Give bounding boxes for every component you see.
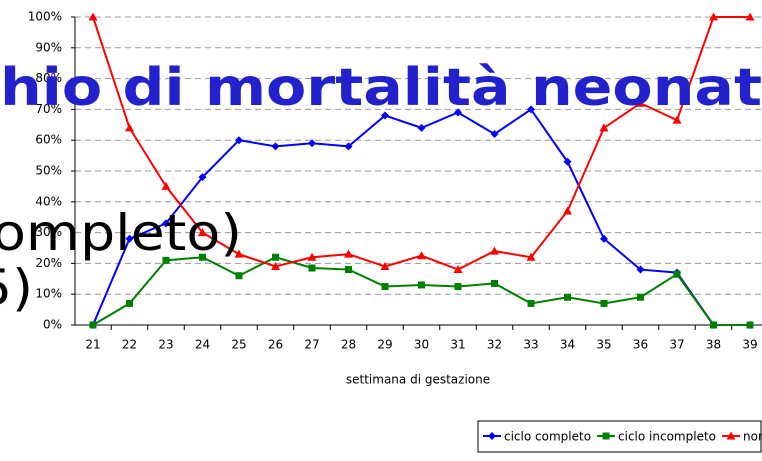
x-tick-label: 21 [85, 338, 100, 352]
marker [308, 139, 316, 148]
marker [490, 246, 499, 255]
legend [477, 420, 762, 453]
marker [125, 234, 134, 243]
x-tick-label: 33 [523, 338, 538, 352]
marker [527, 299, 535, 307]
marker [563, 157, 572, 166]
legend-label: ciclo completo [504, 430, 591, 444]
marker [344, 142, 353, 151]
x-tick-label: 29 [377, 338, 392, 352]
x-tick-label: 39 [742, 338, 757, 352]
marker [417, 123, 426, 132]
marker [235, 136, 243, 145]
marker [673, 270, 681, 278]
marker [417, 251, 426, 260]
y-tick-label: 100% [28, 10, 62, 24]
marker [380, 261, 390, 270]
marker [381, 283, 389, 290]
marker [564, 293, 571, 301]
x-tick-label: 38 [706, 338, 721, 352]
marker [345, 266, 352, 274]
marker [344, 249, 353, 258]
marker [199, 253, 206, 261]
x-tick-label: 22 [122, 338, 137, 352]
marker [381, 111, 389, 120]
x-tick-label: 36 [633, 338, 648, 352]
y-tick-label: 40% [35, 194, 62, 208]
marker [271, 142, 280, 151]
y-tick-label: 80% [35, 71, 62, 85]
overlay-text: 5) [0, 259, 33, 317]
y-tick-label: 60% [35, 133, 62, 147]
marker [162, 219, 170, 228]
x-tick-label: 31 [450, 338, 465, 352]
y-tick-label: 30% [35, 225, 62, 239]
x-tick-label: 26 [268, 338, 283, 352]
marker [600, 234, 608, 243]
marker [271, 261, 280, 270]
marker [308, 264, 316, 272]
marker [454, 108, 462, 117]
x-tick-label: 27 [304, 338, 319, 352]
x-tick-label: 32 [487, 338, 502, 352]
marker [162, 256, 170, 264]
x-tick-label: 35 [596, 338, 611, 352]
marker [88, 12, 98, 21]
marker [600, 299, 608, 307]
marker [709, 12, 718, 21]
marker [602, 432, 610, 440]
marker [161, 181, 171, 190]
marker [198, 173, 207, 182]
marker [636, 98, 645, 107]
marker [488, 432, 496, 440]
x-tick-label: 23 [158, 338, 173, 352]
marker [307, 252, 317, 261]
legend-label: non effettuata [743, 430, 762, 444]
x-tick-label: 24 [195, 338, 210, 352]
y-tick-label: 70% [35, 102, 62, 116]
y-tick-label: 90% [35, 40, 62, 54]
marker [126, 299, 133, 307]
series-line [92, 256, 750, 326]
x-axis-label: settimana di gestazione [346, 373, 490, 387]
marker [745, 12, 755, 21]
marker [234, 249, 244, 258]
marker [637, 293, 644, 301]
marker [454, 283, 462, 290]
marker [726, 431, 736, 440]
x-tick-label: 28 [341, 338, 356, 352]
marker [746, 321, 754, 329]
marker [672, 115, 682, 124]
marker [272, 253, 279, 261]
marker [526, 252, 536, 261]
marker [710, 321, 717, 329]
marker [527, 105, 535, 114]
overlay-text: ompleto) [0, 204, 242, 262]
legend-label: ciclo incompleto [618, 430, 716, 444]
x-tick-label: 30 [414, 338, 429, 352]
y-tick-label: 0% [43, 318, 62, 332]
marker [418, 281, 425, 289]
marker [636, 265, 645, 274]
marker [563, 206, 572, 215]
y-tick-label: 50% [35, 164, 62, 178]
marker [490, 130, 499, 139]
marker [235, 272, 243, 280]
x-tick-label: 37 [669, 338, 684, 352]
y-tick-label: 20% [35, 256, 62, 270]
marker [89, 321, 97, 329]
marker [198, 228, 207, 237]
x-tick-label: 34 [560, 338, 575, 352]
marker [491, 279, 498, 287]
marker [599, 123, 609, 132]
overlay-title: hio di mortalità neonat [0, 58, 762, 118]
y-tick-label: 10% [35, 287, 62, 301]
x-tick-label: 25 [231, 338, 246, 352]
marker [453, 265, 463, 274]
marker [125, 123, 134, 132]
